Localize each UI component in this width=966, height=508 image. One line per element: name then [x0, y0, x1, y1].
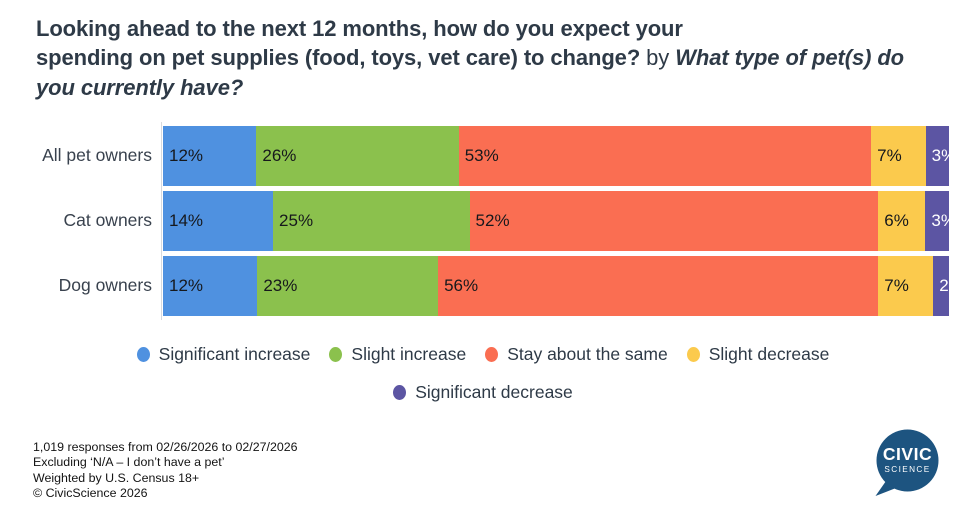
stacked-bar: 12% 23% 56% 7% 2% [163, 255, 964, 316]
bar-segment: 7% [878, 255, 934, 316]
segment-value-label: 52% [475, 210, 510, 230]
bar-row: All pet owners 12% 26% 53% 7% 3% [0, 125, 956, 186]
segment-value-label: 14% [169, 210, 204, 230]
title-crosstab: What type of pet(s) do you currently hav… [36, 45, 904, 100]
legend-item: Significant decrease [393, 382, 573, 403]
segment-value-label: 3% [931, 145, 957, 165]
bar-segment: 3% [925, 125, 956, 186]
bar-segment: 12% [163, 255, 258, 316]
footer: 1,019 responses from 02/26/2026 to 02/27… [33, 428, 942, 502]
y-axis-line [161, 121, 162, 320]
civicscience-logo: CIVIC SCIENCE [875, 429, 939, 496]
bar-segment: 56% [438, 255, 879, 316]
bar-segment: 26% [256, 125, 459, 186]
legend-item: Slight decrease [686, 343, 830, 365]
stacked-bar-chart: All pet owners 12% 26% 53% 7% 3% Cat owners 14%… [0, 121, 964, 320]
segment-value-label: 3% [931, 210, 956, 230]
segment-value-label: 25% [279, 210, 314, 230]
segment-value-label: 12% [169, 275, 204, 295]
category-label: Dog owners [58, 275, 152, 296]
bar-segment: 7% [871, 125, 926, 186]
legend-item: Slight increase [329, 344, 466, 365]
legend-dot-icon [393, 384, 407, 400]
footnote-line: Excluding ‘N/A – I don’t have a pet’ [33, 455, 225, 470]
bar-segment: 3% [925, 190, 956, 251]
segment-value-label: 23% [263, 275, 298, 295]
stacked-bar: 14% 25% 52% 6% 3% [163, 190, 956, 251]
bar-segment: 2% [933, 255, 964, 316]
chart-title: Looking ahead to the next 12 months, how… [36, 14, 921, 102]
title-connector: by [640, 45, 676, 71]
stacked-bar: 12% 26% 53% 7% 3% [163, 125, 956, 186]
bar-segment: 14% [163, 190, 274, 251]
legend: Significant increase Slight increase Stay … [0, 344, 966, 403]
segment-value-label: 56% [444, 275, 479, 295]
legend-dot-icon [329, 346, 343, 362]
bar-segment: 52% [469, 190, 879, 251]
legend-dot-icon [136, 346, 150, 362]
footnote-line: 1,019 responses from 02/26/2026 to 02/27… [33, 439, 298, 454]
legend-dot-icon [686, 346, 700, 362]
legend-label: Slight increase [351, 343, 467, 364]
bar-row: Dog owners 12% 23% 56% 7% 2% [0, 255, 964, 316]
report-page: Looking ahead to the next 12 months, how… [0, 14, 966, 508]
footnote-line: © CivicScience 2026 [33, 486, 148, 501]
footnotes: 1,019 responses from 02/26/2026 to 02/27… [33, 440, 298, 503]
legend-item: Significant increase [136, 343, 311, 365]
title-question-line1: Looking ahead to the next 12 months, how… [36, 16, 683, 41]
bar-row: Cat owners 14% 25% 52% 6% 3% [0, 190, 956, 251]
legend-label: Significant decrease [415, 381, 573, 402]
bar-segment: 6% [878, 190, 926, 251]
bar-segment: 12% [163, 125, 257, 186]
segment-value-label: 7% [877, 145, 902, 165]
title-question-line2: spending on pet supplies (food, toys, ve… [36, 45, 641, 71]
segment-value-label: 2% [939, 275, 964, 295]
segment-value-label: 12% [169, 145, 204, 165]
logo-text-civic: CIVIC [883, 444, 932, 464]
segment-value-label: 6% [884, 210, 909, 230]
category-label: All pet owners [42, 145, 152, 166]
footnote-line: Weighted by U.S. Census 18+ [33, 470, 200, 485]
legend-label: Significant increase [158, 343, 311, 364]
logo-text-science: SCIENCE [884, 465, 930, 474]
segment-value-label: 53% [464, 145, 499, 165]
bar-segment: 25% [273, 190, 470, 251]
category-label: Cat owners [63, 210, 152, 231]
legend-label: Stay about the same [507, 343, 668, 364]
logo-bubble [876, 429, 939, 492]
logo-bubble-tail [875, 481, 896, 496]
legend-row-2: Significant decrease [0, 382, 966, 403]
legend-label: Slight decrease [708, 343, 830, 364]
segment-value-label: 26% [262, 145, 297, 165]
legend-row-1: Significant increase Slight increase Stay … [0, 344, 966, 365]
legend-dot-icon [485, 346, 499, 362]
bar-segment: 53% [458, 125, 872, 186]
segment-value-label: 7% [884, 275, 909, 295]
legend-item: Stay about the same [485, 344, 668, 365]
bar-segment: 23% [257, 255, 439, 316]
